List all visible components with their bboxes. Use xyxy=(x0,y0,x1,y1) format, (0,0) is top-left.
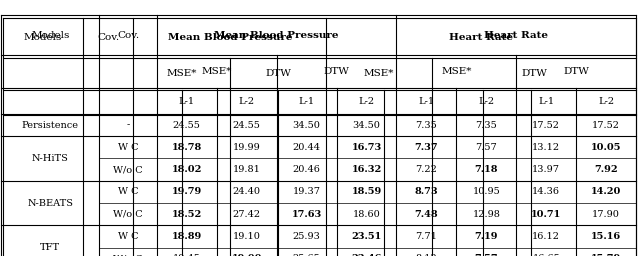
Text: -: - xyxy=(126,121,130,130)
Text: 23.46: 23.46 xyxy=(351,254,381,256)
Text: MSE*: MSE* xyxy=(166,69,197,78)
Text: L-2: L-2 xyxy=(478,97,495,106)
Text: 17.63: 17.63 xyxy=(291,210,322,219)
Text: 19.45: 19.45 xyxy=(173,254,201,256)
Text: 10.71: 10.71 xyxy=(531,210,561,219)
Text: L-2: L-2 xyxy=(598,97,614,106)
Text: 7.18: 7.18 xyxy=(475,165,498,174)
Text: L-1: L-1 xyxy=(298,97,315,106)
Text: 23.51: 23.51 xyxy=(351,232,381,241)
Text: 24.55: 24.55 xyxy=(233,121,260,130)
Text: L-1: L-1 xyxy=(419,97,435,106)
Text: 34.50: 34.50 xyxy=(292,121,321,130)
Text: 20.44: 20.44 xyxy=(292,143,321,152)
Text: TFT: TFT xyxy=(40,243,60,252)
Text: Cov.: Cov. xyxy=(117,31,139,40)
Text: W/o C: W/o C xyxy=(113,254,143,256)
Text: 7.57: 7.57 xyxy=(476,143,497,152)
Text: Mean Blood Pressure: Mean Blood Pressure xyxy=(214,31,339,40)
Text: 16.73: 16.73 xyxy=(351,143,381,152)
Text: Persistence: Persistence xyxy=(22,121,79,130)
Text: DTW: DTW xyxy=(521,69,547,78)
Text: 7.19: 7.19 xyxy=(475,232,498,241)
Text: W C: W C xyxy=(118,187,138,196)
Text: 13.97: 13.97 xyxy=(532,165,560,174)
Text: 12.98: 12.98 xyxy=(472,210,500,219)
Text: 19.81: 19.81 xyxy=(233,165,260,174)
Text: 18.52: 18.52 xyxy=(172,210,202,219)
Text: MSE*: MSE* xyxy=(441,67,472,76)
Text: 19.00: 19.00 xyxy=(232,254,262,256)
Text: 7.48: 7.48 xyxy=(415,210,438,219)
Text: 14.36: 14.36 xyxy=(532,187,560,196)
Text: 15.16: 15.16 xyxy=(591,232,621,241)
Text: W/o C: W/o C xyxy=(113,210,143,219)
Text: DTW: DTW xyxy=(324,67,349,76)
Text: 7.35: 7.35 xyxy=(415,121,437,130)
Text: 18.60: 18.60 xyxy=(353,210,380,219)
Text: 7.57: 7.57 xyxy=(474,254,498,256)
Text: 25.93: 25.93 xyxy=(292,232,321,241)
Text: 16.12: 16.12 xyxy=(532,232,560,241)
Text: 18.78: 18.78 xyxy=(172,143,202,152)
Text: Heart Rate: Heart Rate xyxy=(484,31,548,40)
Text: 19.99: 19.99 xyxy=(233,143,260,152)
Text: 19.37: 19.37 xyxy=(292,187,321,196)
Text: 17.52: 17.52 xyxy=(532,121,560,130)
Text: Models: Models xyxy=(24,33,62,42)
Text: DTW: DTW xyxy=(266,69,291,78)
Text: W C: W C xyxy=(118,143,138,152)
Text: 18.59: 18.59 xyxy=(351,187,381,196)
Text: 7.22: 7.22 xyxy=(415,165,437,174)
Text: 17.90: 17.90 xyxy=(592,210,620,219)
Text: 17.52: 17.52 xyxy=(592,121,620,130)
Text: 24.55: 24.55 xyxy=(173,121,201,130)
Text: 16.32: 16.32 xyxy=(351,165,381,174)
Text: 25.65: 25.65 xyxy=(292,254,321,256)
Text: N-BEATS: N-BEATS xyxy=(28,198,73,208)
Text: 8.73: 8.73 xyxy=(415,187,438,196)
Text: L-2: L-2 xyxy=(239,97,255,106)
Text: Cov.: Cov. xyxy=(97,33,119,42)
Text: 7.92: 7.92 xyxy=(595,165,618,174)
Text: 8.12: 8.12 xyxy=(415,254,437,256)
Text: Heart Rate: Heart Rate xyxy=(449,33,513,42)
Text: Models: Models xyxy=(31,31,69,40)
Text: 19.79: 19.79 xyxy=(172,187,202,196)
Text: DTW: DTW xyxy=(563,67,589,76)
Text: 7.35: 7.35 xyxy=(476,121,497,130)
Text: W C: W C xyxy=(118,232,138,241)
Text: 7.37: 7.37 xyxy=(415,143,438,152)
Text: 20.46: 20.46 xyxy=(292,165,321,174)
Text: MSE*: MSE* xyxy=(202,67,232,76)
Text: 13.12: 13.12 xyxy=(532,143,561,152)
Text: 18.02: 18.02 xyxy=(172,165,202,174)
Text: L-1: L-1 xyxy=(179,97,195,106)
Text: W/o C: W/o C xyxy=(113,165,143,174)
Text: N-HiTS: N-HiTS xyxy=(32,154,68,163)
Text: Mean Blood Pressure: Mean Blood Pressure xyxy=(168,33,292,42)
Text: MSE*: MSE* xyxy=(364,69,394,78)
Text: 10.95: 10.95 xyxy=(472,187,500,196)
Text: 14.20: 14.20 xyxy=(591,187,621,196)
Text: 24.40: 24.40 xyxy=(233,187,260,196)
Text: 34.50: 34.50 xyxy=(353,121,380,130)
Text: 19.10: 19.10 xyxy=(233,232,260,241)
Text: 16.65: 16.65 xyxy=(532,254,560,256)
Text: 7.71: 7.71 xyxy=(415,232,437,241)
Text: 18.89: 18.89 xyxy=(172,232,202,241)
Text: 10.05: 10.05 xyxy=(591,143,621,152)
Text: L-2: L-2 xyxy=(358,97,374,106)
Text: 27.42: 27.42 xyxy=(232,210,260,219)
Text: L-1: L-1 xyxy=(538,97,554,106)
Text: 15.79: 15.79 xyxy=(591,254,621,256)
